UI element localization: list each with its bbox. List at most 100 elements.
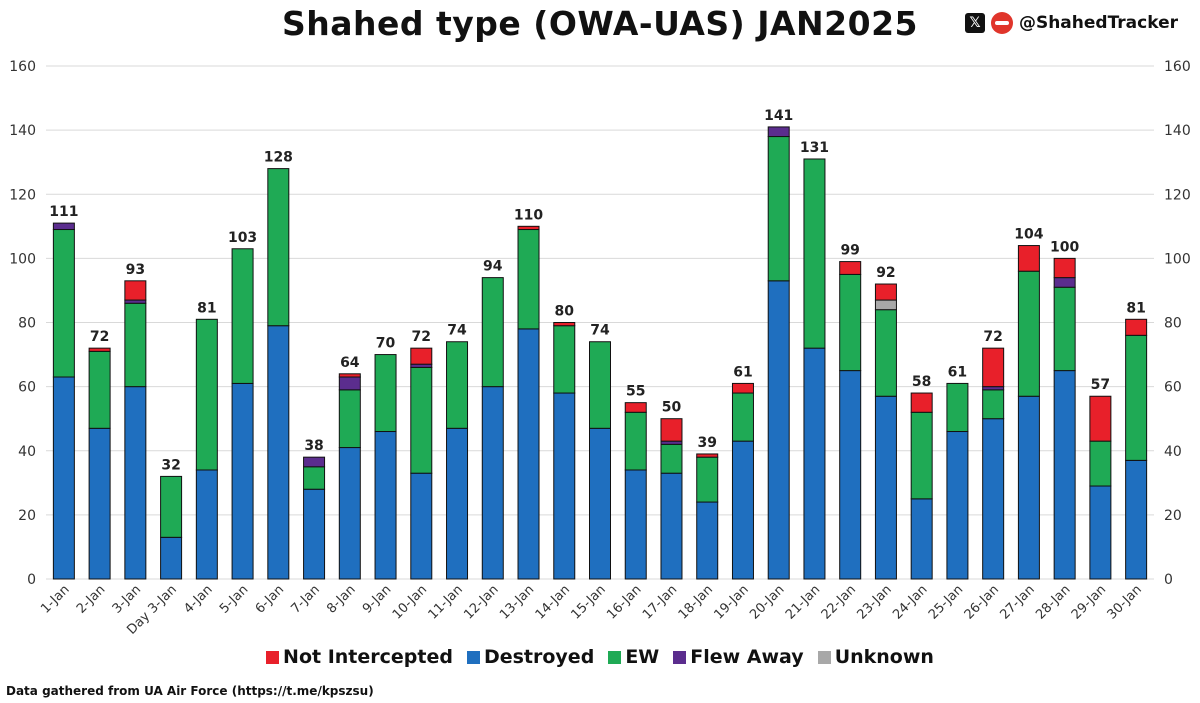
bar-segment-not-intercepted — [88, 347, 111, 352]
legend-label: Flew Away — [690, 646, 804, 668]
bar-segment-not-intercepted — [1089, 395, 1112, 442]
bar-total-label: 111 — [49, 204, 78, 220]
bar-segment-not-intercepted — [874, 283, 897, 301]
bar-total-label: 128 — [264, 150, 293, 166]
legend-label: Not Intercepted — [283, 646, 453, 668]
legend-item-flew-away: Flew Away — [673, 646, 804, 668]
bar-total-label: 39 — [697, 435, 716, 451]
x-tick-label: 7-Jan — [288, 582, 322, 616]
bar-segment-not-intercepted — [517, 225, 540, 231]
bar-segment-not-intercepted — [696, 453, 719, 458]
bar-segment-not-intercepted — [410, 347, 433, 365]
y-tick-label-left: 0 — [27, 572, 36, 588]
bar-segment-ew — [1089, 440, 1112, 487]
bar-segment-flew-away — [1053, 277, 1076, 288]
y-tick-label-right: 140 — [1164, 123, 1191, 139]
bar-segment-ew — [231, 248, 254, 384]
x-tick-label: 2-Jan — [74, 582, 108, 616]
bar-segment-ew — [374, 354, 397, 433]
bar-segment-ew — [88, 350, 111, 429]
bar-segment-not-intercepted — [1125, 318, 1148, 336]
bar-total-label: 57 — [1091, 377, 1110, 393]
bar-total-label: 72 — [412, 329, 431, 345]
bar-total-label: 103 — [228, 230, 257, 246]
bar-segment-not-intercepted — [1017, 245, 1040, 272]
bar-segment-destroyed — [446, 427, 469, 580]
bar-segment-flew-away — [767, 126, 790, 138]
bar-total-label: 72 — [983, 329, 1002, 345]
x-tick-label: 15-Jan — [569, 582, 609, 622]
bar-segment-destroyed — [803, 347, 826, 580]
legend-label: Destroyed — [483, 646, 595, 668]
x-logo-icon: 𝕏 — [964, 13, 985, 33]
legend-swatch — [466, 650, 480, 664]
bar-segment-ew — [767, 136, 790, 282]
bar-segment-destroyed — [553, 392, 576, 580]
bar-segment-ew — [410, 366, 433, 474]
bar-total-label: 80 — [555, 304, 575, 320]
y-tick-label-left: 40 — [18, 444, 36, 460]
bar-segment-ew — [553, 325, 576, 394]
data-source-note: Data gathered from UA Air Force (https:/… — [6, 684, 374, 698]
x-tick-label: 4-Jan — [181, 582, 215, 616]
bar-total-label: 50 — [662, 400, 682, 416]
bar-total-label: 99 — [840, 243, 859, 259]
y-tick-label-right: 20 — [1164, 508, 1182, 524]
x-tick-label: 25-Jan — [926, 582, 966, 622]
bar-total-label: 110 — [514, 207, 543, 223]
y-tick-label-right: 160 — [1164, 59, 1191, 75]
bar-total-label: 74 — [590, 323, 610, 339]
y-tick-label-left: 160 — [9, 59, 36, 75]
bar-segment-unknown — [874, 299, 897, 311]
x-tick-label: 13-Jan — [497, 582, 537, 622]
bar-segment-destroyed — [660, 472, 683, 580]
bar-segment-destroyed — [767, 280, 790, 580]
y-tick-label-left: 20 — [18, 508, 36, 524]
bar-total-label: 58 — [912, 374, 931, 390]
bar-segment-destroyed — [88, 427, 111, 580]
legend-item-ew: EW — [608, 646, 659, 668]
bar-segment-destroyed — [731, 440, 754, 580]
bar-segment-ew — [1125, 334, 1148, 461]
bar-segment-ew — [481, 277, 504, 388]
x-tick-label: 16-Jan — [604, 582, 644, 622]
bar-segment-not-intercepted — [910, 392, 933, 413]
bar-segment-destroyed — [910, 498, 933, 580]
bar-segment-destroyed — [696, 501, 719, 580]
legend-swatch — [817, 650, 831, 664]
x-tick-label: 18-Jan — [676, 582, 716, 622]
bar-segment-not-intercepted — [624, 402, 647, 413]
x-tick-label: 29-Jan — [1069, 582, 1109, 622]
bar-segment-destroyed — [195, 469, 218, 580]
bar-total-label: 81 — [1126, 300, 1145, 316]
bar-segment-ew — [52, 229, 75, 378]
legend-swatch — [608, 650, 622, 664]
bar-segment-ew — [124, 302, 147, 388]
bar-total-label: 38 — [304, 438, 323, 454]
bar-segment-ew — [589, 341, 611, 429]
bar-total-label: 70 — [376, 336, 396, 352]
bar-segment-ew — [1053, 286, 1076, 372]
y-tick-label-left: 80 — [18, 316, 36, 332]
legend-label: EW — [625, 646, 660, 668]
bar-segment-ew — [517, 229, 540, 330]
bar-total-label: 74 — [447, 323, 467, 339]
bar-segment-destroyed — [982, 418, 1005, 580]
chart-legend: Not Intercepted Destroyed EW Flew Away U… — [0, 646, 1200, 668]
x-tick-label: 5-Jan — [217, 582, 251, 616]
chart-title: Shahed type (OWA-UAS) JAN2025 — [281, 4, 919, 43]
bar-segment-destroyed — [124, 386, 147, 580]
bar-total-label: 100 — [1050, 239, 1079, 255]
x-tick-label: 11-Jan — [426, 582, 466, 622]
bar-total-label: 61 — [948, 364, 967, 380]
legend-item-unknown: Unknown — [817, 646, 934, 668]
y-tick-label-right: 100 — [1164, 251, 1191, 267]
bar-segment-ew — [195, 318, 218, 471]
bar-total-label: 72 — [90, 329, 109, 345]
bar-segment-destroyed — [52, 376, 75, 580]
x-tick-label: 14-Jan — [533, 582, 573, 622]
bar-segment-destroyed — [481, 386, 504, 580]
bar-segment-ew — [803, 158, 826, 349]
x-tick-label: 23-Jan — [854, 582, 894, 622]
attribution: 𝕏 @ShahedTracker — [964, 12, 1178, 34]
